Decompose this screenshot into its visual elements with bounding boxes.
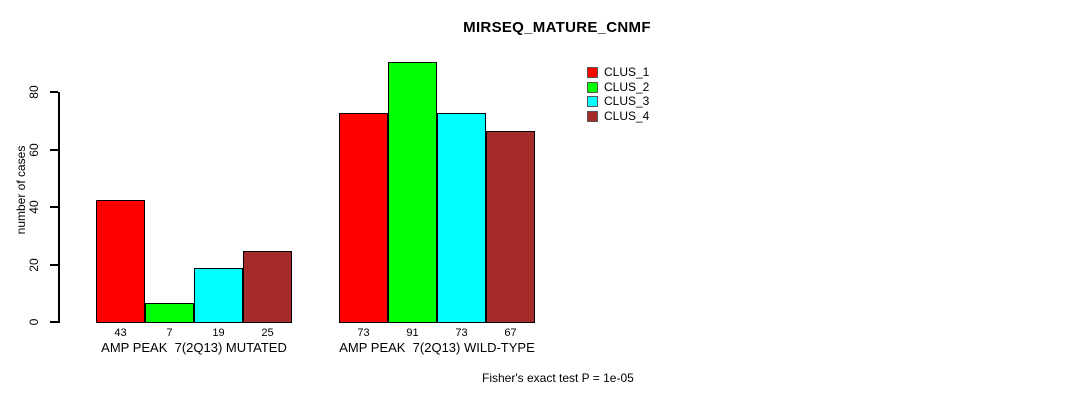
bar-value-group1-CLUS_1: 43 — [114, 327, 127, 339]
legend-item-CLUS_3: CLUS_3 — [587, 95, 649, 108]
bar-value-group2-CLUS_4: 67 — [504, 327, 517, 339]
bar-value-group1-CLUS_3: 19 — [212, 327, 225, 339]
bar-value-group2-CLUS_3: 73 — [455, 327, 468, 339]
y-tick-mark-60 — [50, 149, 58, 151]
y-tick-label-20: 20 — [27, 258, 41, 272]
bar-group1-CLUS_4 — [243, 251, 292, 323]
legend-label: CLUS_2 — [604, 80, 650, 94]
legend-swatch-icon — [587, 82, 598, 93]
y-tick-mark-40 — [50, 206, 58, 208]
legend-label: CLUS_1 — [604, 65, 650, 79]
bar-group2-CLUS_3 — [437, 113, 486, 323]
y-tick-mark-80 — [50, 91, 58, 93]
legend-item-CLUS_2: CLUS_2 — [587, 81, 649, 94]
bar-value-group1-CLUS_4: 25 — [261, 327, 274, 339]
legend-label: CLUS_4 — [604, 109, 650, 123]
group-label-2: AMP PEAK 7(2Q13) WILD-TYPE — [339, 340, 535, 355]
legend-swatch-icon — [587, 96, 598, 107]
legend-label: CLUS_3 — [604, 94, 650, 108]
bar-value-group1-CLUS_2: 7 — [166, 327, 173, 339]
bar-group1-CLUS_3 — [194, 268, 243, 323]
legend-swatch-icon — [587, 67, 598, 78]
y-axis-line — [58, 92, 60, 323]
y-tick-label-80: 80 — [27, 85, 41, 99]
bar-group2-CLUS_2 — [388, 62, 437, 323]
bar-group2-CLUS_4 — [486, 131, 535, 323]
bar-group2-CLUS_1 — [339, 113, 388, 323]
bar-value-group2-CLUS_2: 91 — [406, 327, 419, 339]
y-axis-title: number of cases — [14, 145, 28, 235]
y-tick-mark-0 — [50, 321, 58, 323]
y-tick-mark-20 — [50, 264, 58, 266]
chart-title: MIRSEQ_MATURE_CNMF — [463, 19, 651, 36]
legend-item-CLUS_1: CLUS_1 — [587, 66, 649, 79]
legend-item-CLUS_4: CLUS_4 — [587, 110, 649, 123]
bar-group1-CLUS_1 — [96, 200, 145, 323]
fisher-test-annotation: Fisher's exact test P = 1e-05 — [482, 371, 634, 385]
legend-swatch-icon — [587, 111, 598, 122]
bar-group1-CLUS_2 — [145, 303, 194, 323]
y-tick-label-60: 60 — [27, 143, 41, 157]
group-label-1: AMP PEAK 7(2Q13) MUTATED — [101, 340, 287, 355]
y-tick-label-0: 0 — [27, 318, 41, 326]
bar-value-group2-CLUS_1: 73 — [357, 327, 370, 339]
y-tick-label-40: 40 — [27, 200, 41, 214]
